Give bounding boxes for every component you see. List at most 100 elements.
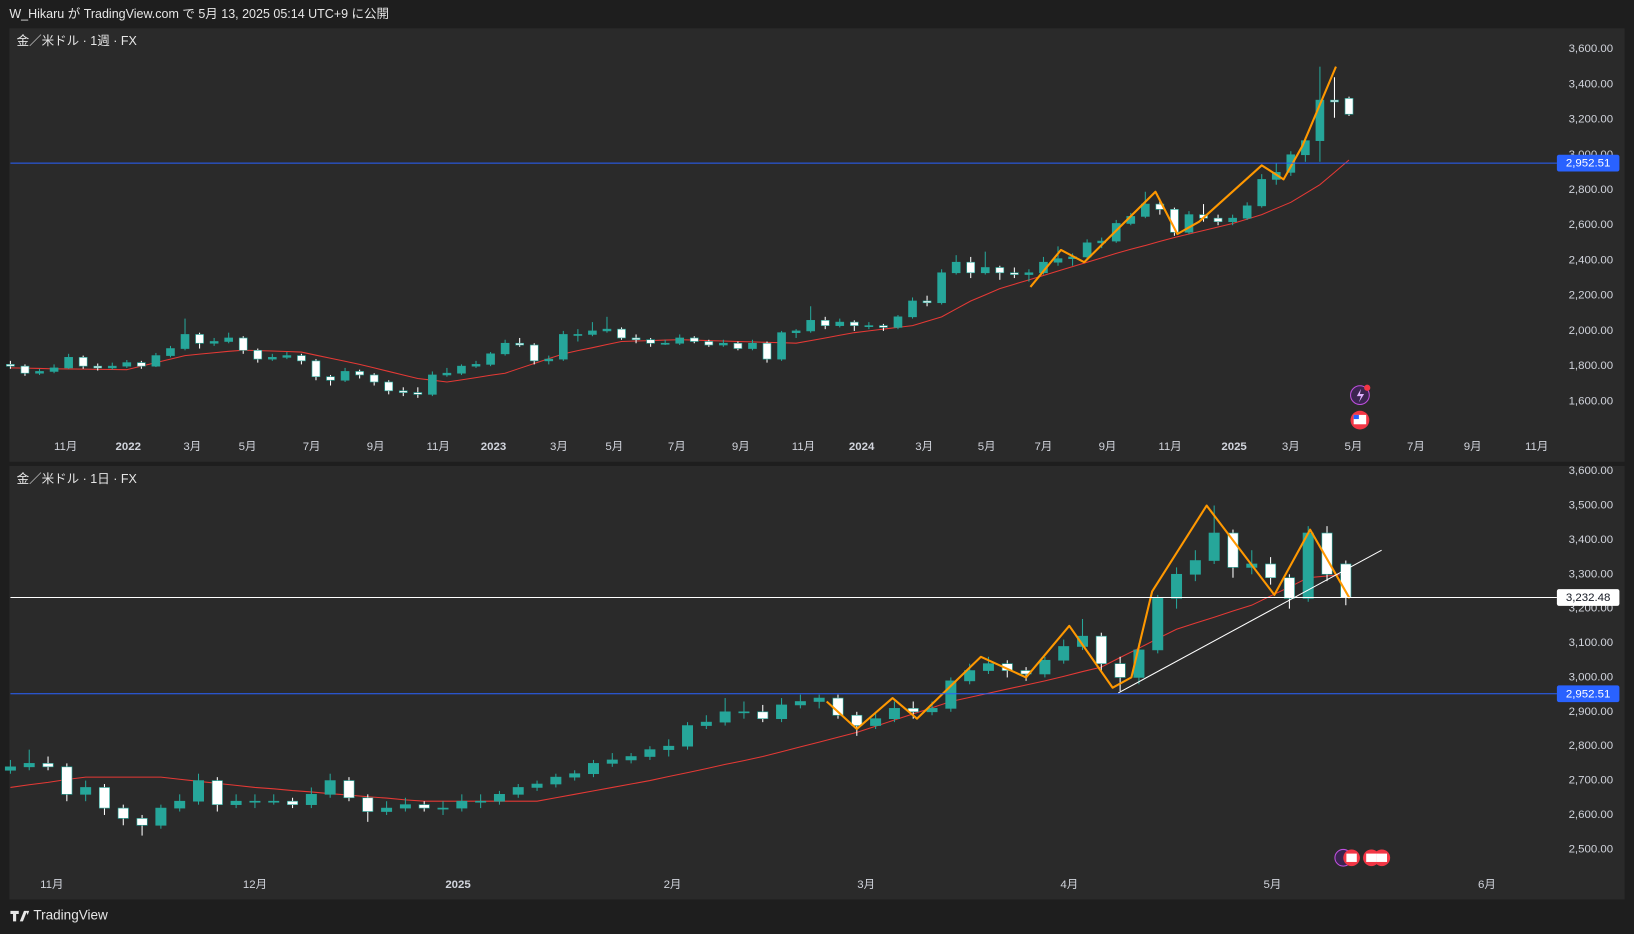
x-tick-label: 7月: [1407, 441, 1425, 453]
candle-body: [297, 355, 306, 362]
brand-logo: [10, 910, 30, 922]
candle-body: [324, 780, 336, 795]
candle-body: [457, 365, 466, 374]
candle-body: [529, 344, 539, 362]
candle-body: [1213, 217, 1223, 223]
candle-body: [437, 807, 449, 810]
price-tag-label: 2,952.51: [1566, 158, 1611, 170]
event-icon-glyph: [1356, 388, 1365, 403]
y-tick-label: 3,500.00: [1569, 500, 1614, 512]
x-tick-label: 2024: [849, 441, 875, 453]
candle-body: [682, 725, 694, 747]
candle-body: [305, 794, 317, 805]
candle-body: [757, 711, 769, 720]
candle-body: [937, 272, 946, 304]
x-tick-label: 7月: [668, 441, 686, 453]
candle-body: [864, 325, 874, 327]
candle-body: [1053, 258, 1063, 263]
candle-body: [964, 670, 976, 682]
candle-body: [23, 763, 35, 768]
candle-body: [982, 663, 994, 671]
price-tag: [1556, 154, 1620, 172]
candle-body: [282, 355, 292, 358]
candle-body: [879, 325, 888, 328]
candle-body: [166, 348, 175, 356]
y-tick-label: 3,400.00: [1569, 78, 1614, 90]
candle-body: [42, 763, 54, 768]
candle-body: [1152, 598, 1164, 651]
y-tick-label: 3,600.00: [1569, 43, 1614, 55]
candle-body: [602, 328, 612, 332]
candle-body: [738, 711, 750, 714]
candle-body: [908, 300, 917, 318]
x-tick-label: 5月: [605, 441, 623, 453]
candle-body: [61, 766, 73, 795]
candle-body: [107, 365, 117, 369]
x-tick-label: 11月: [1158, 441, 1181, 453]
x-tick-label: 2月: [664, 879, 682, 891]
candle-body: [544, 358, 554, 362]
candle-body: [515, 342, 524, 346]
candle-body: [340, 371, 350, 381]
y-tick-label: 2,000.00: [1569, 325, 1614, 337]
candle-body: [1257, 179, 1267, 207]
y-tick-label: 3,100.00: [1569, 637, 1614, 649]
plot-area: [4, 504, 1382, 836]
x-tick-label: 7月: [303, 441, 321, 453]
x-tick-label: 5月: [978, 441, 996, 453]
candle-body: [719, 342, 728, 346]
candle-body: [995, 267, 1005, 274]
y-tick-label: 2,200.00: [1569, 290, 1614, 302]
candle-body: [136, 818, 148, 826]
candle-body: [762, 342, 772, 360]
candle-body: [80, 787, 92, 795]
candle-body: [93, 365, 103, 369]
us-flag: [1353, 414, 1367, 425]
candle-body: [1189, 560, 1201, 575]
candle-body: [287, 800, 299, 805]
candle-body: [1082, 242, 1092, 258]
candle-body: [588, 330, 597, 335]
candle-body: [1010, 272, 1019, 275]
x-tick-label: 9月: [732, 441, 750, 453]
candle-body: [719, 711, 731, 723]
candle-body: [1058, 646, 1070, 661]
x-tick-label: 5月: [1264, 879, 1282, 891]
candle-body: [442, 372, 452, 376]
price-tag: [1556, 685, 1620, 703]
candle-body: [966, 261, 976, 274]
x-tick-label: 11月: [54, 441, 77, 453]
candle-body: [268, 357, 277, 360]
candle-body: [660, 342, 670, 345]
x-tick-label: 12月: [243, 879, 267, 891]
candle-body: [1344, 98, 1354, 115]
candle-body: [418, 804, 430, 809]
candle-body: [355, 371, 364, 376]
chart-title: 金／米ドル · 1日 · FX: [17, 471, 138, 486]
candle-body: [471, 364, 481, 367]
candle-body: [224, 337, 233, 342]
weekly-panel: [9, 28, 1625, 462]
candle-body: [631, 337, 641, 341]
x-tick-label: 2025: [1221, 441, 1247, 453]
candle-body: [945, 680, 957, 709]
candle-body: [1184, 214, 1194, 233]
candle-body: [209, 341, 219, 344]
candle-body: [587, 763, 599, 775]
chart-title: 金／米ドル · 1週 · FX: [17, 33, 138, 48]
x-tick-label: 11月: [792, 441, 815, 453]
us-flag: [1376, 853, 1388, 862]
y-tick-label: 2,600.00: [1569, 809, 1614, 821]
candle-body: [559, 334, 568, 360]
x-tick-label: 3月: [183, 441, 201, 453]
candle-body: [253, 349, 263, 360]
candle-body: [343, 780, 355, 799]
x-tick-label: 9月: [367, 441, 385, 453]
candle-body: [268, 800, 280, 803]
candle-body: [117, 807, 129, 819]
x-tick-label: 3月: [1282, 441, 1300, 453]
candle-body: [399, 804, 411, 809]
candle-body: [776, 704, 788, 720]
y-tick-label: 3,200.00: [1569, 114, 1614, 126]
